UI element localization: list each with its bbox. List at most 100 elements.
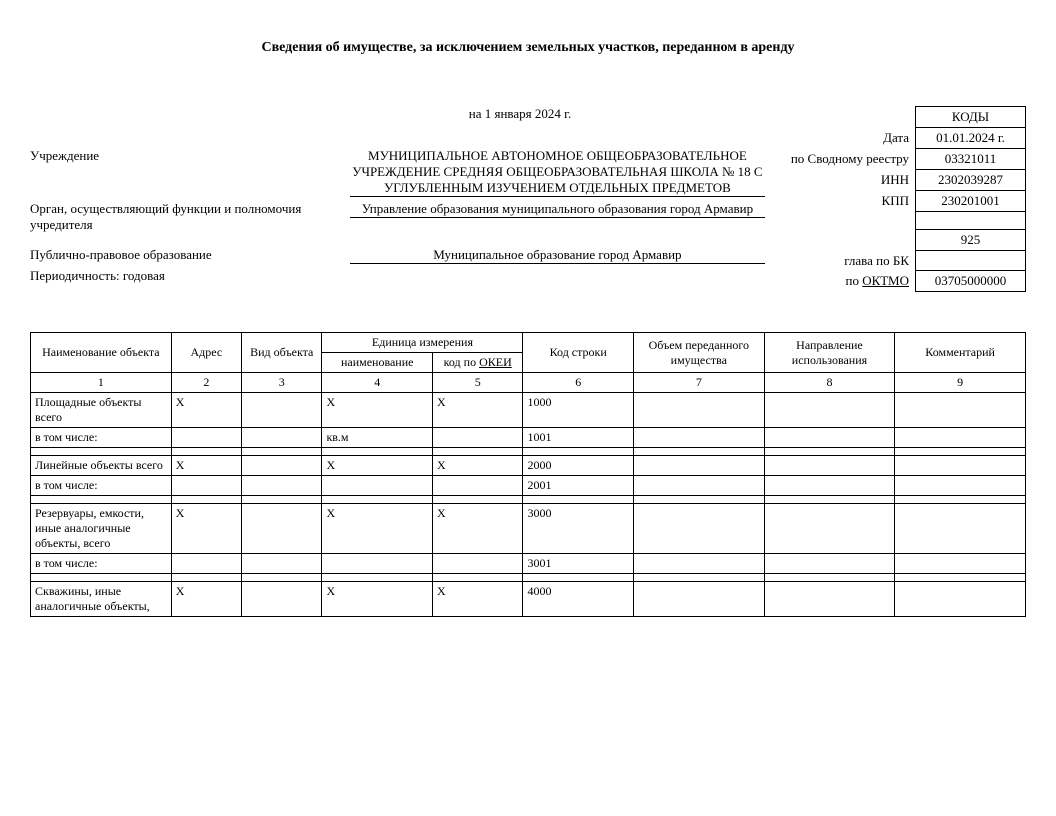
label-public-entity: Публично-правовое образование <box>30 247 340 263</box>
th-comment: Комментарий <box>895 333 1026 373</box>
codes-label: глава по БК <box>785 251 916 271</box>
table-cell: X <box>171 456 241 476</box>
table-cell: X <box>171 582 241 617</box>
spacer-cell <box>523 574 634 582</box>
codes-value: 2302039287 <box>916 170 1026 191</box>
table-cell: кв.м <box>322 428 433 448</box>
th-unit-group: Единица измерения <box>322 333 523 353</box>
spacer-cell <box>633 448 764 456</box>
codes-label <box>785 212 916 230</box>
table-cell: X <box>322 393 433 428</box>
codes-value <box>916 251 1026 271</box>
colnum: 2 <box>171 373 241 393</box>
table-cell <box>633 393 764 428</box>
table-row: Скважины, иные аналогичные объекты,XXX40… <box>31 582 1026 617</box>
colnum: 6 <box>523 373 634 393</box>
table-cell <box>764 428 895 448</box>
table-cell <box>764 554 895 574</box>
table-cell: X <box>322 582 433 617</box>
colnum: 7 <box>633 373 764 393</box>
table-cell <box>895 456 1026 476</box>
spacer-cell <box>764 448 895 456</box>
okei-link: ОКЕИ <box>479 355 512 369</box>
table-cell <box>633 504 764 554</box>
codes-header: КОДЫ <box>916 107 1026 128</box>
spacer-cell <box>895 574 1026 582</box>
table-row: Площадные объекты всегоXXX1000 <box>31 393 1026 428</box>
spacer-cell <box>895 496 1026 504</box>
header-block: на 1 января 2024 г. Учреждение МУНИЦИПАЛ… <box>30 106 1026 292</box>
label-institution: Учреждение <box>30 148 340 164</box>
spacer-cell <box>432 574 522 582</box>
table-cell: 2000 <box>523 456 634 476</box>
table-cell: 1000 <box>523 393 634 428</box>
spacer-cell <box>633 574 764 582</box>
table-cell <box>432 554 522 574</box>
colnum: 4 <box>322 373 433 393</box>
table-cell: в том числе: <box>31 554 172 574</box>
table-cell: Площадные объекты всего <box>31 393 172 428</box>
th-volume: Объем переданного имущества <box>633 333 764 373</box>
codes-value: 230201001 <box>916 191 1026 212</box>
spacer-cell <box>171 574 241 582</box>
main-table: Наименование объекта Адрес Вид объекта Е… <box>30 332 1026 617</box>
codes-table: КОДЫ Дата01.01.2024 г.по Сводному реестр… <box>785 106 1026 292</box>
table-cell: 3001 <box>523 554 634 574</box>
codes-value <box>916 212 1026 230</box>
table-cell <box>633 582 764 617</box>
table-cell <box>895 504 1026 554</box>
table-cell: X <box>171 504 241 554</box>
table-row: в том числе:кв.м1001 <box>31 428 1026 448</box>
table-cell <box>242 582 322 617</box>
table-cell <box>432 428 522 448</box>
table-cell: X <box>171 393 241 428</box>
colnum: 5 <box>432 373 522 393</box>
table-cell: X <box>322 504 433 554</box>
colnum: 3 <box>242 373 322 393</box>
table-cell: Резервуары, емкости, иные аналогичные об… <box>31 504 172 554</box>
table-cell <box>171 554 241 574</box>
label-periodicity: Периодичность: годовая <box>30 268 340 284</box>
spacer-cell <box>895 448 1026 456</box>
table-cell <box>633 428 764 448</box>
table-cell: X <box>432 582 522 617</box>
spacer-cell <box>322 448 433 456</box>
table-cell <box>633 554 764 574</box>
label-founder: Орган, осуществляющий функции и полномоч… <box>30 201 340 233</box>
table-cell <box>764 476 895 496</box>
table-cell <box>242 393 322 428</box>
spacer-cell <box>432 448 522 456</box>
table-cell <box>764 582 895 617</box>
table-cell: X <box>432 393 522 428</box>
table-cell: X <box>432 456 522 476</box>
table-cell: Линейные объекты всего <box>31 456 172 476</box>
spacer-cell <box>171 496 241 504</box>
spacer-cell <box>764 574 895 582</box>
table-cell <box>322 554 433 574</box>
document-title: Сведения об имуществе, за исключением зе… <box>30 40 1026 56</box>
table-cell <box>242 554 322 574</box>
colnum: 1 <box>31 373 172 393</box>
table-cell: в том числе: <box>31 476 172 496</box>
table-cell <box>242 476 322 496</box>
date-line: на 1 января 2024 г. <box>340 106 700 122</box>
th-row-code: Код строки <box>523 333 634 373</box>
table-row: Резервуары, емкости, иные аналогичные об… <box>31 504 1026 554</box>
table-cell <box>764 504 895 554</box>
spacer-cell <box>322 496 433 504</box>
spacer-cell <box>242 574 322 582</box>
codes-label: по Сводному реестру <box>785 149 916 170</box>
spacer-cell <box>322 574 433 582</box>
table-cell: 4000 <box>523 582 634 617</box>
codes-value: 03705000000 <box>916 271 1026 292</box>
table-row: в том числе:2001 <box>31 476 1026 496</box>
spacer-cell <box>523 448 634 456</box>
table-cell <box>895 582 1026 617</box>
spacer-cell <box>171 448 241 456</box>
codes-value: 03321011 <box>916 149 1026 170</box>
table-cell: в том числе: <box>31 428 172 448</box>
spacer-cell <box>31 448 172 456</box>
value-institution: МУНИЦИПАЛЬНОЕ АВТОНОМНОЕ ОБЩЕОБРАЗОВАТЕЛ… <box>350 148 765 197</box>
table-cell <box>322 476 433 496</box>
codes-label: ИНН <box>785 170 916 191</box>
